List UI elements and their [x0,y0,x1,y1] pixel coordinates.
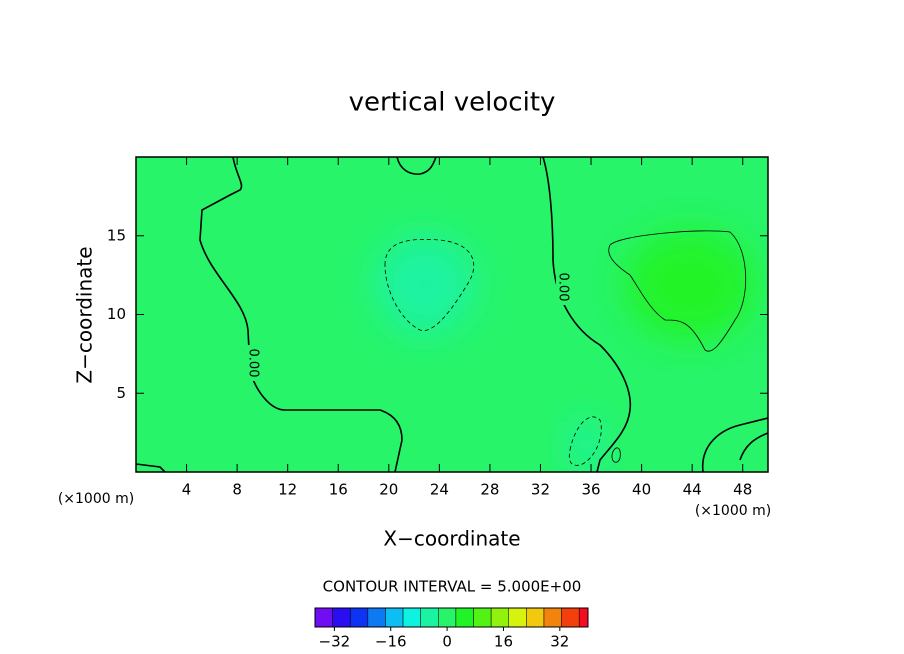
x-tick-label: 8 [232,481,242,499]
colorbar-box [455,607,474,628]
contour-label: 0.00 [246,349,261,378]
axis-unit-label: (×1000 m) [58,491,134,507]
colorbar-box [332,607,351,628]
x-tick-label: 48 [733,481,752,499]
axis-unit-label: (×1000 m) [695,503,771,519]
colorbar-box [473,607,492,628]
colorbar-box [543,607,562,628]
contour-line [702,417,768,472]
colorbar-box [578,607,589,628]
colorbar-box [438,607,457,628]
y-tick-label: 15 [107,226,126,244]
colorbar-box [490,607,509,628]
colorbar-box [561,607,580,628]
contour-line [568,416,602,466]
contour-line [608,230,747,352]
contour-line [611,447,621,463]
colorbar-tick-label: 0 [442,633,452,651]
colorbar-tick-label: 16 [494,633,513,651]
x-tick-label: 32 [531,481,550,499]
chart-title: vertical velocity [349,88,556,118]
colorbar-tick-label: −16 [375,633,407,651]
contour-label-bg [556,269,570,305]
colorbar-box [314,607,333,628]
field-low [567,420,603,470]
x-tick-label: 44 [683,481,702,499]
x-tick-label: 40 [632,481,651,499]
x-tick-label: 12 [278,481,297,499]
x-axis-label: X−coordinate [383,527,520,551]
contour-line [199,157,403,472]
colorbar-box [402,607,421,628]
colorbar-box [367,607,386,628]
x-tick-label: 4 [182,481,192,499]
colorbar-tick-label: 32 [550,633,569,651]
colorbar-frame [314,607,589,628]
y-tick-label: 10 [107,305,126,323]
field-low [375,235,475,335]
colorbar-tick-label: −32 [319,633,351,651]
contour-line [739,432,768,461]
contour-line [396,157,437,175]
x-tick-label: 28 [480,481,499,499]
field-high [625,230,755,340]
contour-interval: CONTOUR INTERVAL = 5.000E+00 [323,578,582,596]
y-axis-label: Z−coordinate [73,246,97,383]
x-tick-label: 20 [379,481,398,499]
contour-line [136,463,166,472]
contour-label: 0.00 [556,273,571,302]
x-tick-label: 16 [329,481,348,499]
contour-label-bg [246,345,260,381]
field: 0.00 0.00 [136,157,768,472]
colorbar-box [508,607,527,628]
colorbar-box [526,607,545,628]
x-tick-label: 24 [430,481,449,499]
colorbar-box [420,607,439,628]
colorbar-box [385,607,404,628]
colorbar-box [349,607,369,628]
contour-line [384,239,475,331]
y-tick-label: 5 [116,384,126,402]
contour-line [542,157,632,472]
x-tick-label: 36 [581,481,600,499]
